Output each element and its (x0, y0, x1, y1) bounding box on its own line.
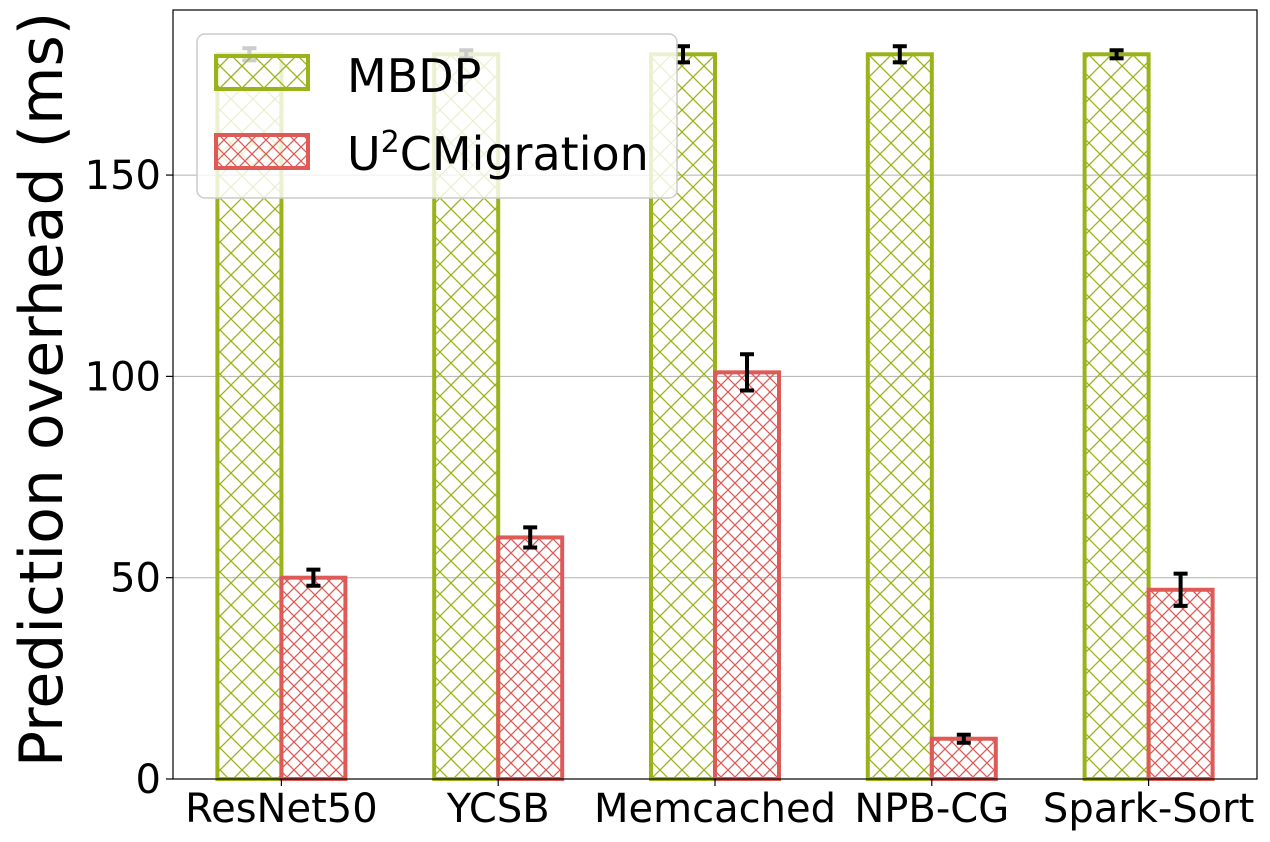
legend-swatch-mbdp (214, 54, 310, 91)
y-axis-label: Prediction overhead (ms) (7, 12, 77, 767)
error-bar (892, 44, 907, 65)
error-bar (306, 567, 321, 588)
x-tick-label: Memcached (594, 786, 836, 832)
bar-mbdp-npb-cg (865, 52, 934, 781)
legend-box (196, 33, 678, 199)
error-bar (740, 352, 754, 393)
x-tick-label: YCSB (446, 786, 550, 832)
bar-u2cmigration-resnet50 (279, 575, 348, 781)
legend-label-u2cmigration: U2CMigration (347, 125, 649, 181)
bar-u2cmigration-npb-cg (929, 736, 998, 781)
legend-label-mbdp: MBDP (347, 49, 481, 103)
bar-u2cmigration-memcached (713, 370, 781, 781)
error-bar (956, 732, 971, 745)
y-tick-label: 150 (85, 153, 161, 199)
error-bar (1173, 571, 1188, 608)
y-tick-label: 100 (85, 354, 161, 400)
x-axis-ticks: ResNet50 YCSB Memcached NPB-CG Spark-Sort (185, 779, 1254, 832)
legend-swatch-u2cmigration (214, 133, 310, 170)
y-axis-ticks: 0 50 100 150 (85, 153, 173, 803)
error-bar (1109, 48, 1124, 61)
error-bar (676, 44, 690, 65)
y-tick-label: 0 (136, 757, 161, 803)
error-bar (523, 525, 538, 550)
y-tick-label: 50 (110, 556, 161, 602)
bar-u2cmigration-ycsb (496, 535, 565, 781)
legend: MBDP U2CMigration (196, 33, 678, 199)
x-tick-label: Spark-Sort (1043, 786, 1254, 832)
bar-mbdp-spark-sort (1082, 52, 1151, 781)
bar-u2cmigration-spark-sort (1146, 587, 1215, 782)
x-tick-label: ResNet50 (185, 786, 378, 832)
x-tick-label: NPB-CG (854, 786, 1009, 832)
